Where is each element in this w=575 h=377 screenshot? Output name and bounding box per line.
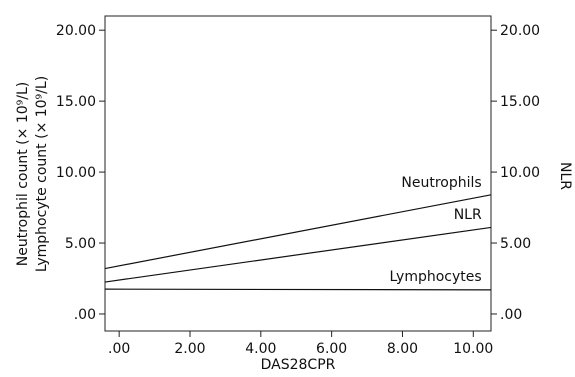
right-y-axis-title: NLR [557,162,573,190]
right-y-tick-label: 15.00 [500,94,540,110]
series-lines [104,194,492,291]
x-axis: .00 2.00 4.00 6.00 8.00 10.00 [108,331,493,357]
series-line-nlr [104,226,492,283]
left-y-tick-label: .00 [74,307,96,323]
x-tick-label: 4.00 [245,341,276,357]
series-label-lymphocytes: Lymphocytes [390,269,482,285]
left-y-axis-title-line-2: Lymphocyte count (× 10⁹/L) [34,76,50,272]
left-y-tick-label: 5.00 [65,236,96,252]
series-label-neutrophils: Neutrophils [401,175,481,191]
right-y-tick-label: 10.00 [500,165,540,181]
plot-frame [104,15,492,332]
x-tick-label: 6.00 [316,341,347,357]
series-line-lymphocytes [104,288,492,291]
left-y-tick-label: 20.00 [56,23,96,39]
left-y-axis: .00 5.00 10.00 15.00 20.00 [56,23,105,323]
right-y-axis: .00 5.00 10.00 15.00 20.00 [491,23,540,323]
x-tick-label: 10.00 [453,341,493,357]
left-y-tick-label: 15.00 [56,94,96,110]
right-y-tick-label: 5.00 [500,236,531,252]
x-tick-label: 8.00 [387,341,418,357]
series-line-neutrophils [104,194,492,270]
right-y-tick-label: 20.00 [500,23,540,39]
right-y-tick-label: .00 [500,307,522,323]
left-y-tick-label: 10.00 [56,165,96,181]
x-tick-label: .00 [108,341,130,357]
left-y-axis-title-line-1: Neutrophil count (× 10⁹/L) [15,82,31,266]
series-label-nlr: NLR [454,207,482,223]
x-axis-title: DAS28CPR [261,357,336,373]
x-tick-label: 2.00 [174,341,205,357]
series-labels: Neutrophils NLR Lymphocytes [390,175,482,285]
